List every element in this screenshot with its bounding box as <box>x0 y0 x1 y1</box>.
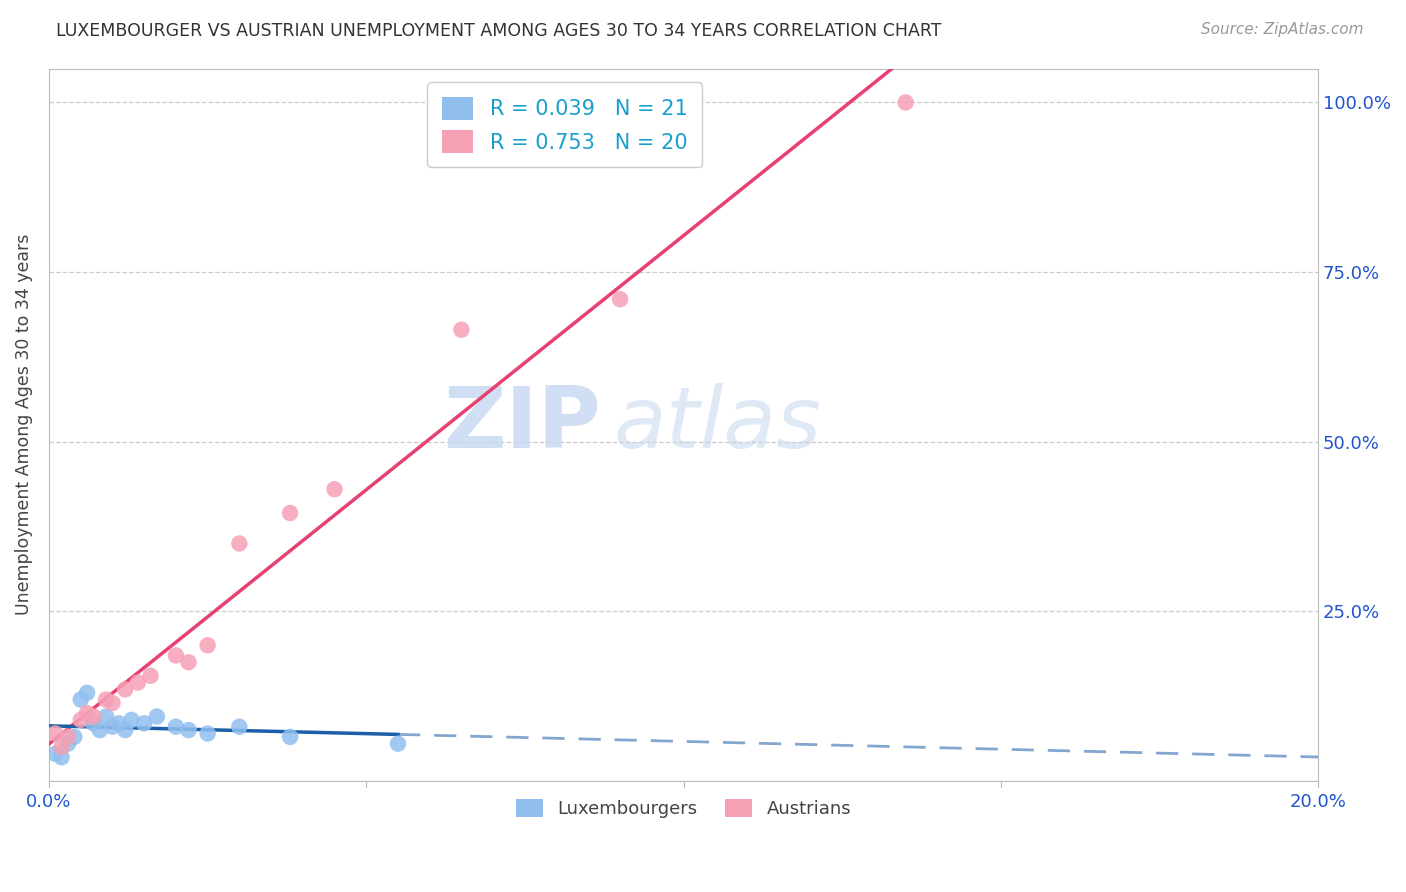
Point <box>894 95 917 110</box>
Point <box>69 692 91 706</box>
Point <box>127 675 149 690</box>
Legend: Luxembourgers, Austrians: Luxembourgers, Austrians <box>509 791 858 825</box>
Point <box>51 740 73 755</box>
Point <box>44 747 66 761</box>
Point <box>165 648 187 663</box>
Point <box>56 737 79 751</box>
Point <box>82 716 104 731</box>
Point <box>114 723 136 738</box>
Point <box>101 720 124 734</box>
Point <box>94 709 117 723</box>
Point <box>323 482 346 496</box>
Point <box>139 669 162 683</box>
Point <box>69 713 91 727</box>
Point <box>107 716 129 731</box>
Text: atlas: atlas <box>614 384 821 467</box>
Point <box>44 726 66 740</box>
Y-axis label: Unemployment Among Ages 30 to 34 years: Unemployment Among Ages 30 to 34 years <box>15 234 32 615</box>
Point <box>121 713 143 727</box>
Point <box>165 720 187 734</box>
Point <box>94 692 117 706</box>
Point <box>56 730 79 744</box>
Point <box>609 292 631 306</box>
Point <box>197 638 219 652</box>
Point <box>197 726 219 740</box>
Point <box>76 706 98 720</box>
Point <box>51 750 73 764</box>
Point <box>114 682 136 697</box>
Point <box>63 730 86 744</box>
Point <box>82 709 104 723</box>
Text: Source: ZipAtlas.com: Source: ZipAtlas.com <box>1201 22 1364 37</box>
Point <box>450 323 472 337</box>
Point <box>177 655 200 669</box>
Point <box>134 716 156 731</box>
Point <box>89 723 111 738</box>
Point <box>228 536 250 550</box>
Point <box>387 737 409 751</box>
Point <box>76 686 98 700</box>
Point <box>278 730 301 744</box>
Point <box>278 506 301 520</box>
Point <box>177 723 200 738</box>
Point <box>146 709 169 723</box>
Text: LUXEMBOURGER VS AUSTRIAN UNEMPLOYMENT AMONG AGES 30 TO 34 YEARS CORRELATION CHAR: LUXEMBOURGER VS AUSTRIAN UNEMPLOYMENT AM… <box>56 22 942 40</box>
Text: ZIP: ZIP <box>443 384 600 467</box>
Point <box>101 696 124 710</box>
Point <box>228 720 250 734</box>
